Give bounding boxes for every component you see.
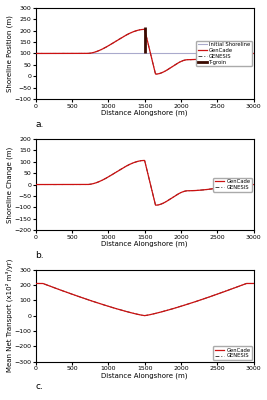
X-axis label: Distance Alongshore (m): Distance Alongshore (m) (101, 372, 188, 378)
X-axis label: Distance Alongshore (m): Distance Alongshore (m) (101, 110, 188, 116)
Legend: GenCade, GENESIS: GenCade, GENESIS (213, 346, 252, 360)
Y-axis label: Mean Net Transport (x10² m³/yr): Mean Net Transport (x10² m³/yr) (6, 259, 13, 372)
Text: c.: c. (36, 382, 44, 391)
Legend: GenCade, GENESIS: GenCade, GENESIS (213, 178, 252, 192)
Legend: Initial Shoreline, GenCade, GENESIS, T-groin: Initial Shoreline, GenCade, GENESIS, T-g… (196, 41, 252, 66)
Y-axis label: Shoreline Position (m): Shoreline Position (m) (7, 15, 13, 92)
Text: a.: a. (36, 120, 44, 128)
X-axis label: Distance Alongshore (m): Distance Alongshore (m) (101, 241, 188, 248)
Y-axis label: Shoreline Change (m): Shoreline Change (m) (7, 146, 13, 223)
Text: b.: b. (36, 251, 44, 260)
